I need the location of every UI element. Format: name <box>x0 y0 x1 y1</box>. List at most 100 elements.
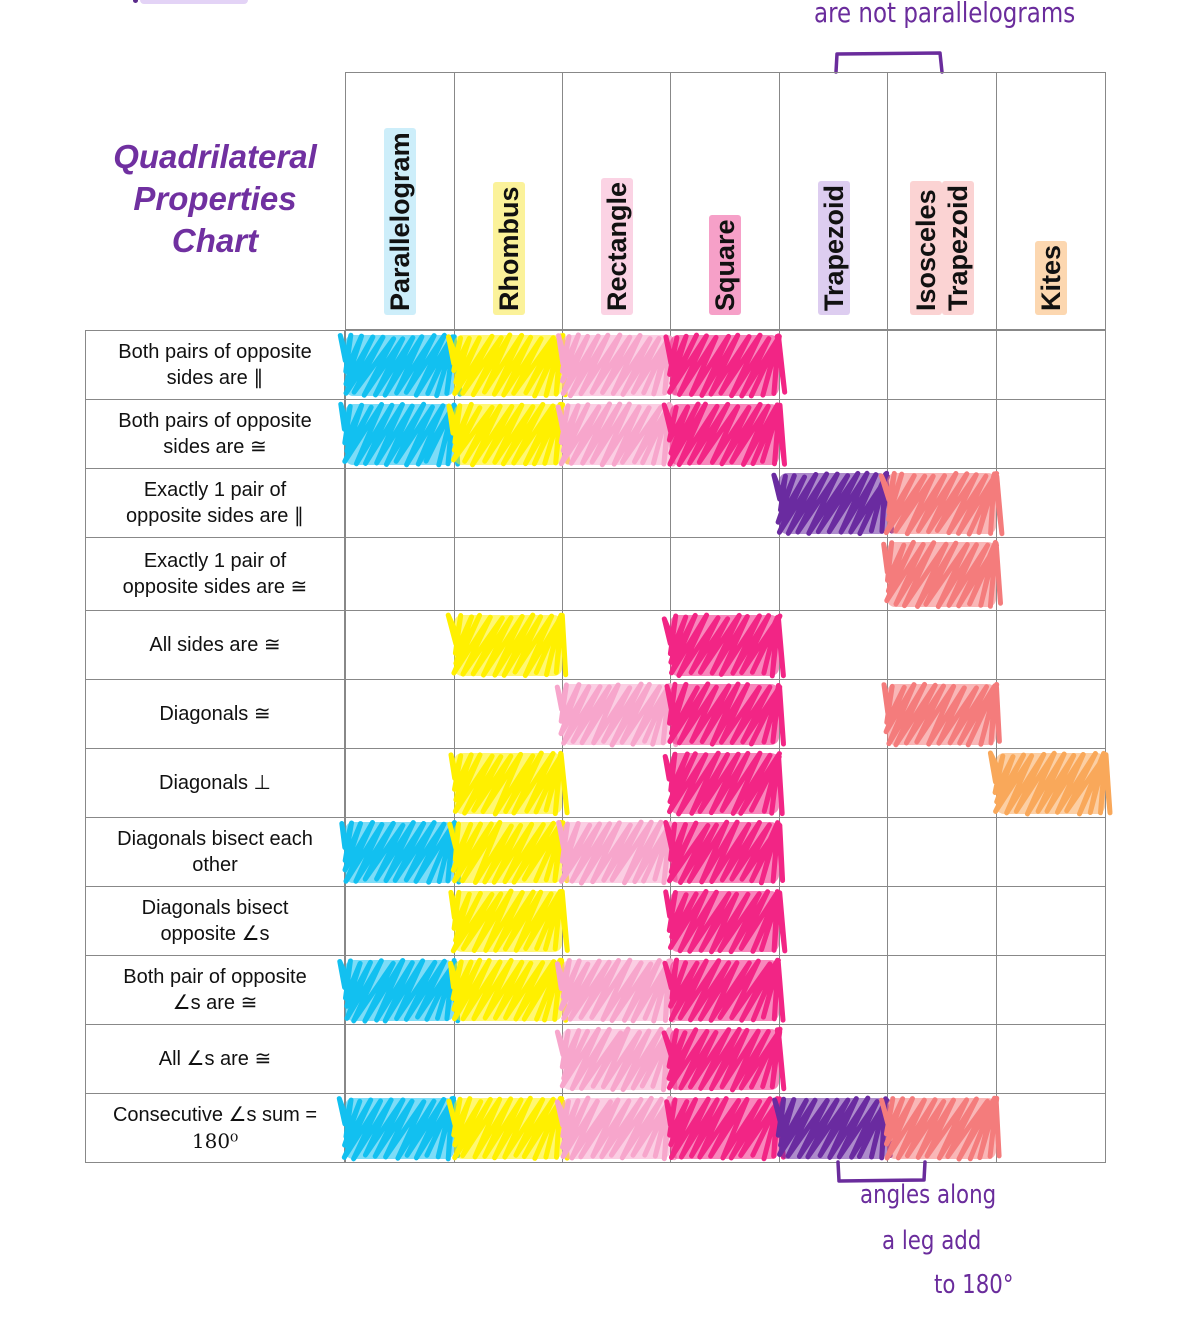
checked-cell <box>454 886 563 956</box>
empty-cell <box>996 1024 1106 1094</box>
empty-cell <box>996 537 1106 611</box>
checked-cell <box>779 1093 888 1163</box>
checked-cell <box>562 330 671 400</box>
column-header-rectangle: Rectangle <box>562 72 671 330</box>
empty-cell <box>779 886 888 956</box>
empty-cell <box>887 1024 997 1094</box>
empty-cell <box>454 1024 563 1094</box>
column-header-label: Isosceles Trapezoid <box>910 180 974 315</box>
empty-cell <box>562 610 671 680</box>
row-label-line-1: Diagonals bisect each <box>117 828 313 850</box>
checked-cell <box>996 748 1106 818</box>
row-label: All ∠s are ≅ <box>85 1024 345 1094</box>
title-line-3: Chart <box>171 222 259 259</box>
empty-cell <box>887 955 997 1025</box>
row-label: Diagonals bisect each other <box>85 817 345 887</box>
column-header-square: Square <box>670 72 780 330</box>
empty-cell <box>996 886 1106 956</box>
checked-cell <box>670 679 780 749</box>
row-label-line-1: Exactly 1 pair of <box>143 550 287 572</box>
row-label-line-2: sides are ≅ <box>163 436 267 458</box>
row-label-line-1: Both pair of opposite <box>123 966 307 988</box>
column-header-isosceles-trapezoid: Isosceles Trapezoid <box>887 72 997 330</box>
empty-cell <box>345 537 455 611</box>
row-label: Both pairs of opposite sides are ∥ <box>85 330 345 400</box>
column-header-label: Parallelogram <box>384 128 416 315</box>
row-label-line-2: opposite sides are ∥ <box>126 505 304 527</box>
checked-cell <box>887 468 997 538</box>
cropped-ink-dot <box>133 0 138 3</box>
empty-cell <box>345 610 455 680</box>
row-label: Consecutive ∠s sum = 180⁰ <box>85 1093 345 1163</box>
checked-cell <box>562 679 671 749</box>
empty-cell <box>454 537 563 611</box>
empty-cell <box>562 537 671 611</box>
bottom-annotation-line-3: to 180° <box>934 1270 1014 1300</box>
checked-cell <box>345 817 455 887</box>
checked-cell <box>670 1093 780 1163</box>
column-header-label: Kites <box>1035 240 1067 315</box>
empty-cell <box>670 537 780 611</box>
column-header-text: Trapezoid <box>942 180 974 315</box>
column-header-label: Square <box>709 215 741 315</box>
empty-cell <box>887 330 997 400</box>
column-header-text: Rectangle <box>600 177 633 315</box>
checked-cell <box>670 748 780 818</box>
column-header-text: Isosceles <box>910 180 942 315</box>
checked-cell <box>670 330 780 400</box>
checked-cell <box>345 955 455 1025</box>
row-label: Exactly 1 pair of opposite sides are ∥ <box>85 468 345 538</box>
empty-cell <box>996 330 1106 400</box>
checked-cell <box>670 1024 780 1094</box>
checked-cell <box>562 1024 671 1094</box>
bottom-annotation-line-2: a leg add <box>882 1226 982 1256</box>
empty-cell <box>996 399 1106 469</box>
row-label-line-2: opposite sides are ≅ <box>122 576 308 598</box>
row-label: Diagonals bisect opposite ∠s <box>85 886 345 956</box>
checked-cell <box>779 468 888 538</box>
row-label-line-2: opposite ∠s <box>160 923 270 945</box>
column-header-text: Kites <box>1035 240 1067 315</box>
empty-cell <box>779 537 888 611</box>
row-label-line-1: Exactly 1 pair of <box>143 479 287 501</box>
checked-cell <box>454 748 563 818</box>
checked-cell <box>670 399 780 469</box>
checked-cell <box>670 610 780 680</box>
column-header-text: Trapezoid <box>817 180 850 315</box>
row-label: Both pairs of opposite sides are ≅ <box>85 399 345 469</box>
checked-cell <box>454 817 563 887</box>
column-header-label: Rectangle <box>600 177 633 315</box>
empty-cell <box>887 817 997 887</box>
row-label-line-1: Both pairs of opposite <box>118 341 312 363</box>
top-annotation: are not parallelograms <box>814 0 1076 29</box>
row-label-line-1: Both pairs of opposite <box>118 410 312 432</box>
empty-cell <box>562 748 671 818</box>
checked-cell <box>345 1093 455 1163</box>
row-label: Exactly 1 pair of opposite sides are ≅ <box>85 537 345 611</box>
checked-cell <box>345 399 455 469</box>
empty-cell <box>779 955 888 1025</box>
column-header-text: Rhombus <box>492 182 525 315</box>
empty-cell <box>887 610 997 680</box>
checked-cell <box>454 1093 563 1163</box>
column-header-trapezoid: Trapezoid <box>779 72 888 330</box>
row-label-line-1: Diagonals ≅ <box>159 703 271 725</box>
empty-cell <box>779 330 888 400</box>
checked-cell <box>454 399 563 469</box>
empty-cell <box>996 1093 1106 1163</box>
column-header-kites: Kites <box>996 72 1106 330</box>
empty-cell <box>996 610 1106 680</box>
row-label-line-2: 180⁰ <box>191 1129 239 1153</box>
checked-cell <box>887 537 997 611</box>
empty-cell <box>996 955 1106 1025</box>
checked-cell <box>454 955 563 1025</box>
row-label-line-1: Diagonals bisect <box>141 897 289 919</box>
empty-cell <box>779 610 888 680</box>
row-label: Diagonals ⊥ <box>85 748 345 818</box>
empty-cell <box>345 748 455 818</box>
empty-cell <box>454 679 563 749</box>
checked-cell <box>562 955 671 1025</box>
empty-cell <box>345 1024 455 1094</box>
row-label: All sides are ≅ <box>85 610 345 680</box>
empty-cell <box>345 886 455 956</box>
